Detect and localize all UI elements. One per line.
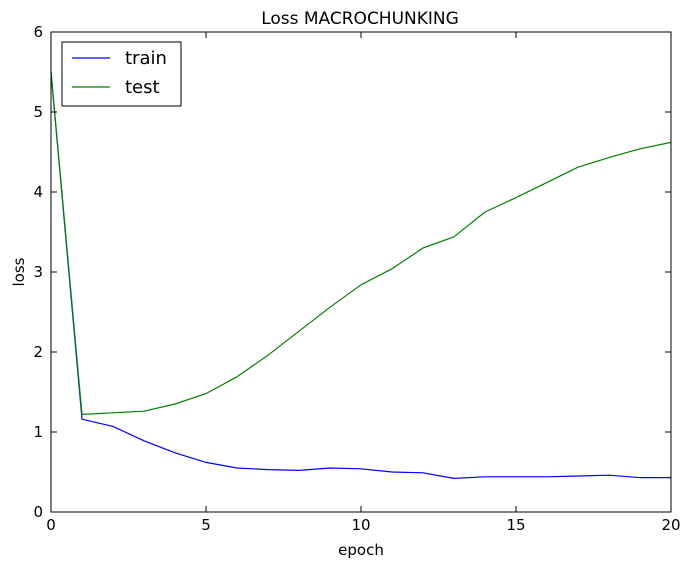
plot-frame (50, 31, 672, 513)
x-tick-label-10: 10 (351, 516, 370, 534)
chart-title: Loss MACROCHUNKING (261, 9, 459, 29)
y-tick-label-2: 2 (33, 343, 43, 361)
series-line-train (50, 71, 671, 479)
x-tick-label-15: 15 (506, 516, 525, 534)
y-tick-label-3: 3 (33, 263, 43, 281)
y-axis-label: loss (10, 257, 28, 286)
x-axis-label: epoch (338, 541, 384, 559)
plot-area: 0 5 10 15 20 0 1 2 3 4 5 6 (33, 23, 680, 534)
series-layer (50, 71, 672, 479)
y-tick-label-4: 4 (33, 183, 43, 201)
y-tick-label-1: 1 (33, 423, 43, 441)
legend-test-label: test (125, 77, 160, 98)
y-tick-label-6: 6 (33, 23, 43, 41)
series-line-test (50, 71, 672, 415)
legend: train test (61, 41, 182, 107)
x-tick-label-20: 20 (661, 516, 680, 534)
ticks-layer: 0 5 10 15 20 0 1 2 3 4 5 6 (33, 23, 680, 534)
legend-train-label: train (125, 48, 167, 69)
x-tick-label-5: 5 (201, 516, 211, 534)
y-tick-label-5: 5 (33, 103, 43, 121)
y-tick-label-0: 0 (33, 503, 43, 521)
legend-box (61, 41, 182, 107)
x-tick-label-0: 0 (46, 516, 56, 534)
